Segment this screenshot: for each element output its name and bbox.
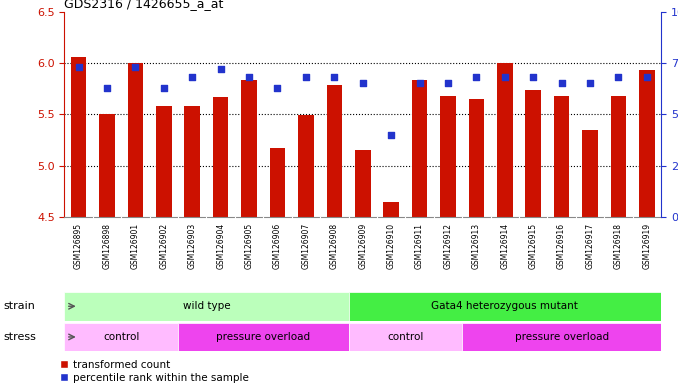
Bar [582,130,598,217]
Text: GSM126905: GSM126905 [245,223,254,269]
Point [471,74,482,80]
Text: GSM126904: GSM126904 [216,223,225,269]
Text: GSM126906: GSM126906 [273,223,282,269]
Legend: transformed count, percentile rank within the sample: transformed count, percentile rank withi… [60,359,249,382]
Text: GSM126917: GSM126917 [586,223,595,269]
Bar [327,86,342,217]
Bar [497,63,513,217]
Point [130,64,141,70]
Text: stress: stress [3,332,36,342]
Bar [71,57,86,217]
Point [300,74,311,80]
Text: GSM126914: GSM126914 [500,223,509,269]
Text: GDS2316 / 1426655_a_at: GDS2316 / 1426655_a_at [64,0,224,10]
Point [215,66,226,72]
Text: GSM126895: GSM126895 [74,223,83,269]
Bar [554,96,570,217]
Bar [241,80,257,217]
Text: GSM126916: GSM126916 [557,223,566,269]
Text: GSM126911: GSM126911 [415,223,424,269]
Text: GSM126915: GSM126915 [529,223,538,269]
Point [556,80,567,86]
Text: pressure overload: pressure overload [515,332,609,342]
Point [443,80,454,86]
Bar [412,80,427,217]
Bar [468,99,484,217]
Text: GSM126910: GSM126910 [386,223,396,269]
Text: control: control [387,332,424,342]
Point [613,74,624,80]
Point [243,74,254,80]
Text: strain: strain [3,301,35,311]
Bar [383,202,399,217]
Text: control: control [103,332,140,342]
Text: GSM126903: GSM126903 [188,223,197,269]
Point [527,74,538,80]
Point [386,132,397,138]
Bar [178,323,348,351]
Bar [348,323,462,351]
Point [414,80,425,86]
Bar [639,70,655,217]
Bar [355,150,371,217]
Text: GSM126898: GSM126898 [102,223,111,269]
Bar [270,148,285,217]
Point [584,80,595,86]
Text: wild type: wild type [182,301,231,311]
Bar [127,63,143,217]
Point [73,64,84,70]
Bar [348,292,661,321]
Point [357,80,368,86]
Text: GSM126901: GSM126901 [131,223,140,269]
Text: pressure overload: pressure overload [216,332,311,342]
Point [102,84,113,91]
Point [500,74,511,80]
Text: Gata4 heterozygous mutant: Gata4 heterozygous mutant [431,301,578,311]
Text: GSM126912: GSM126912 [443,223,452,269]
Bar [611,96,626,217]
Bar [64,292,348,321]
Text: GSM126907: GSM126907 [302,223,311,269]
Bar [99,114,115,217]
Bar [440,96,456,217]
Text: GSM126902: GSM126902 [159,223,168,269]
Point [272,84,283,91]
Point [159,84,170,91]
Bar [184,106,200,217]
Bar [298,115,314,217]
Text: GSM126913: GSM126913 [472,223,481,269]
Point [329,74,340,80]
Bar [156,106,172,217]
Bar [64,323,178,351]
Text: GSM126919: GSM126919 [642,223,652,269]
Text: GSM126909: GSM126909 [358,223,367,269]
Point [641,74,652,80]
Bar [525,89,541,217]
Text: GSM126908: GSM126908 [330,223,339,269]
Bar [213,97,228,217]
Text: GSM126918: GSM126918 [614,223,623,269]
Point [187,74,198,80]
Bar [462,323,661,351]
